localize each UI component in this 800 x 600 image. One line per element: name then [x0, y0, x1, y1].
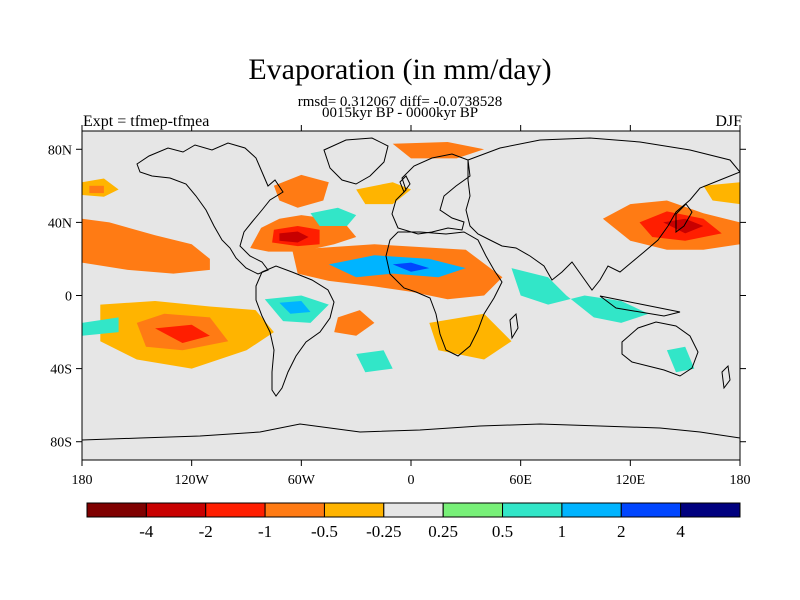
anomaly-region [334, 310, 375, 336]
uk-coast [399, 175, 411, 194]
anomaly-region [279, 301, 311, 314]
y-tick-label: 80S [50, 436, 72, 451]
colorbar-swatch [561, 502, 622, 518]
y-tick-label: 80N [48, 143, 72, 158]
axis-ticks: 180 120W 60W 0 60E 120E 180 80N 40N 0 40S 80S [48, 125, 751, 488]
anomaly-region [392, 142, 485, 159]
north-america-coast [136, 142, 284, 275]
anomaly-region [310, 207, 357, 226]
anomaly-region [392, 262, 430, 272]
chart-title: Evaporation (in mm/day) [248, 53, 552, 86]
anomaly-region [82, 317, 119, 336]
colorbar: -4 -2 -1 -0.5 -0.25 0.25 0.5 1 2 4 [86, 502, 741, 541]
x-tick-label: 0 [408, 473, 415, 488]
anomaly-regions [82, 142, 740, 373]
colorbar-label: 4 [676, 522, 685, 541]
europe-coast [391, 153, 471, 235]
x-tick-label: 180 [730, 473, 751, 488]
y-tick-label: 40N [48, 216, 72, 231]
madagascar-coast [509, 312, 519, 340]
indonesia-coast [599, 295, 681, 317]
colorbar-label: 2 [617, 522, 626, 541]
anomaly-region [703, 182, 740, 205]
japan-coast [675, 203, 693, 233]
colorbar-label: 1 [558, 522, 567, 541]
colorbar-swatch [680, 502, 741, 518]
x-tick-label: 120E [616, 473, 646, 488]
colorbar-label: -1 [258, 522, 272, 541]
anomaly-region [666, 346, 695, 373]
greenland-coast [323, 137, 389, 185]
anomaly-region [273, 174, 329, 208]
africa-coast [385, 231, 503, 357]
colorbar-swatch [383, 502, 444, 518]
australia-coast [621, 321, 699, 377]
chart-subtitle-period: 0015kyr BP - 0000kyr BP [321, 105, 479, 121]
colorbar-swatch [264, 502, 325, 518]
colorbar-label: -0.5 [311, 522, 338, 541]
coastlines [82, 137, 740, 441]
x-tick-label: 120W [175, 473, 210, 488]
south-america-coast [255, 265, 335, 397]
colorbar-label: -0.25 [366, 522, 401, 541]
anomaly-region [429, 313, 512, 360]
x-tick-label: 60W [288, 473, 316, 488]
experiment-label: Expt = tfmep-tfmea [83, 113, 210, 130]
anomaly-region [356, 350, 393, 373]
colorbar-label: -4 [139, 522, 154, 541]
map-background [82, 131, 740, 460]
y-tick-label: 0 [65, 290, 72, 305]
colorbar-label: -2 [199, 522, 213, 541]
anomaly-region [89, 185, 104, 194]
season-label: DJF [715, 113, 742, 130]
colorbar-swatch [620, 502, 682, 518]
new-zealand-coast [721, 364, 731, 390]
anomaly-region [82, 218, 210, 274]
x-tick-label: 60E [509, 473, 532, 488]
colorbar-swatch [205, 502, 266, 518]
colorbar-swatch [145, 502, 207, 518]
antarctica-coast [82, 423, 740, 441]
colorbar-swatch [323, 502, 385, 518]
colorbar-label: 0.5 [492, 522, 513, 541]
colorbar-swatch [502, 502, 563, 518]
colorbar-swatch [442, 502, 504, 518]
chart-subtitle-stats: rmsd= 0.312067 diff= -0.0738528 [297, 94, 503, 110]
anomaly-region [155, 324, 210, 343]
colorbar-label: 0.25 [428, 522, 458, 541]
colorbar-swatch [86, 502, 147, 518]
asia-coast [465, 137, 740, 291]
anomaly-region [511, 268, 649, 323]
y-tick-label: 40S [50, 363, 72, 378]
anomaly-region [328, 255, 466, 278]
anomaly-region [279, 231, 309, 243]
x-tick-label: 180 [72, 473, 93, 488]
